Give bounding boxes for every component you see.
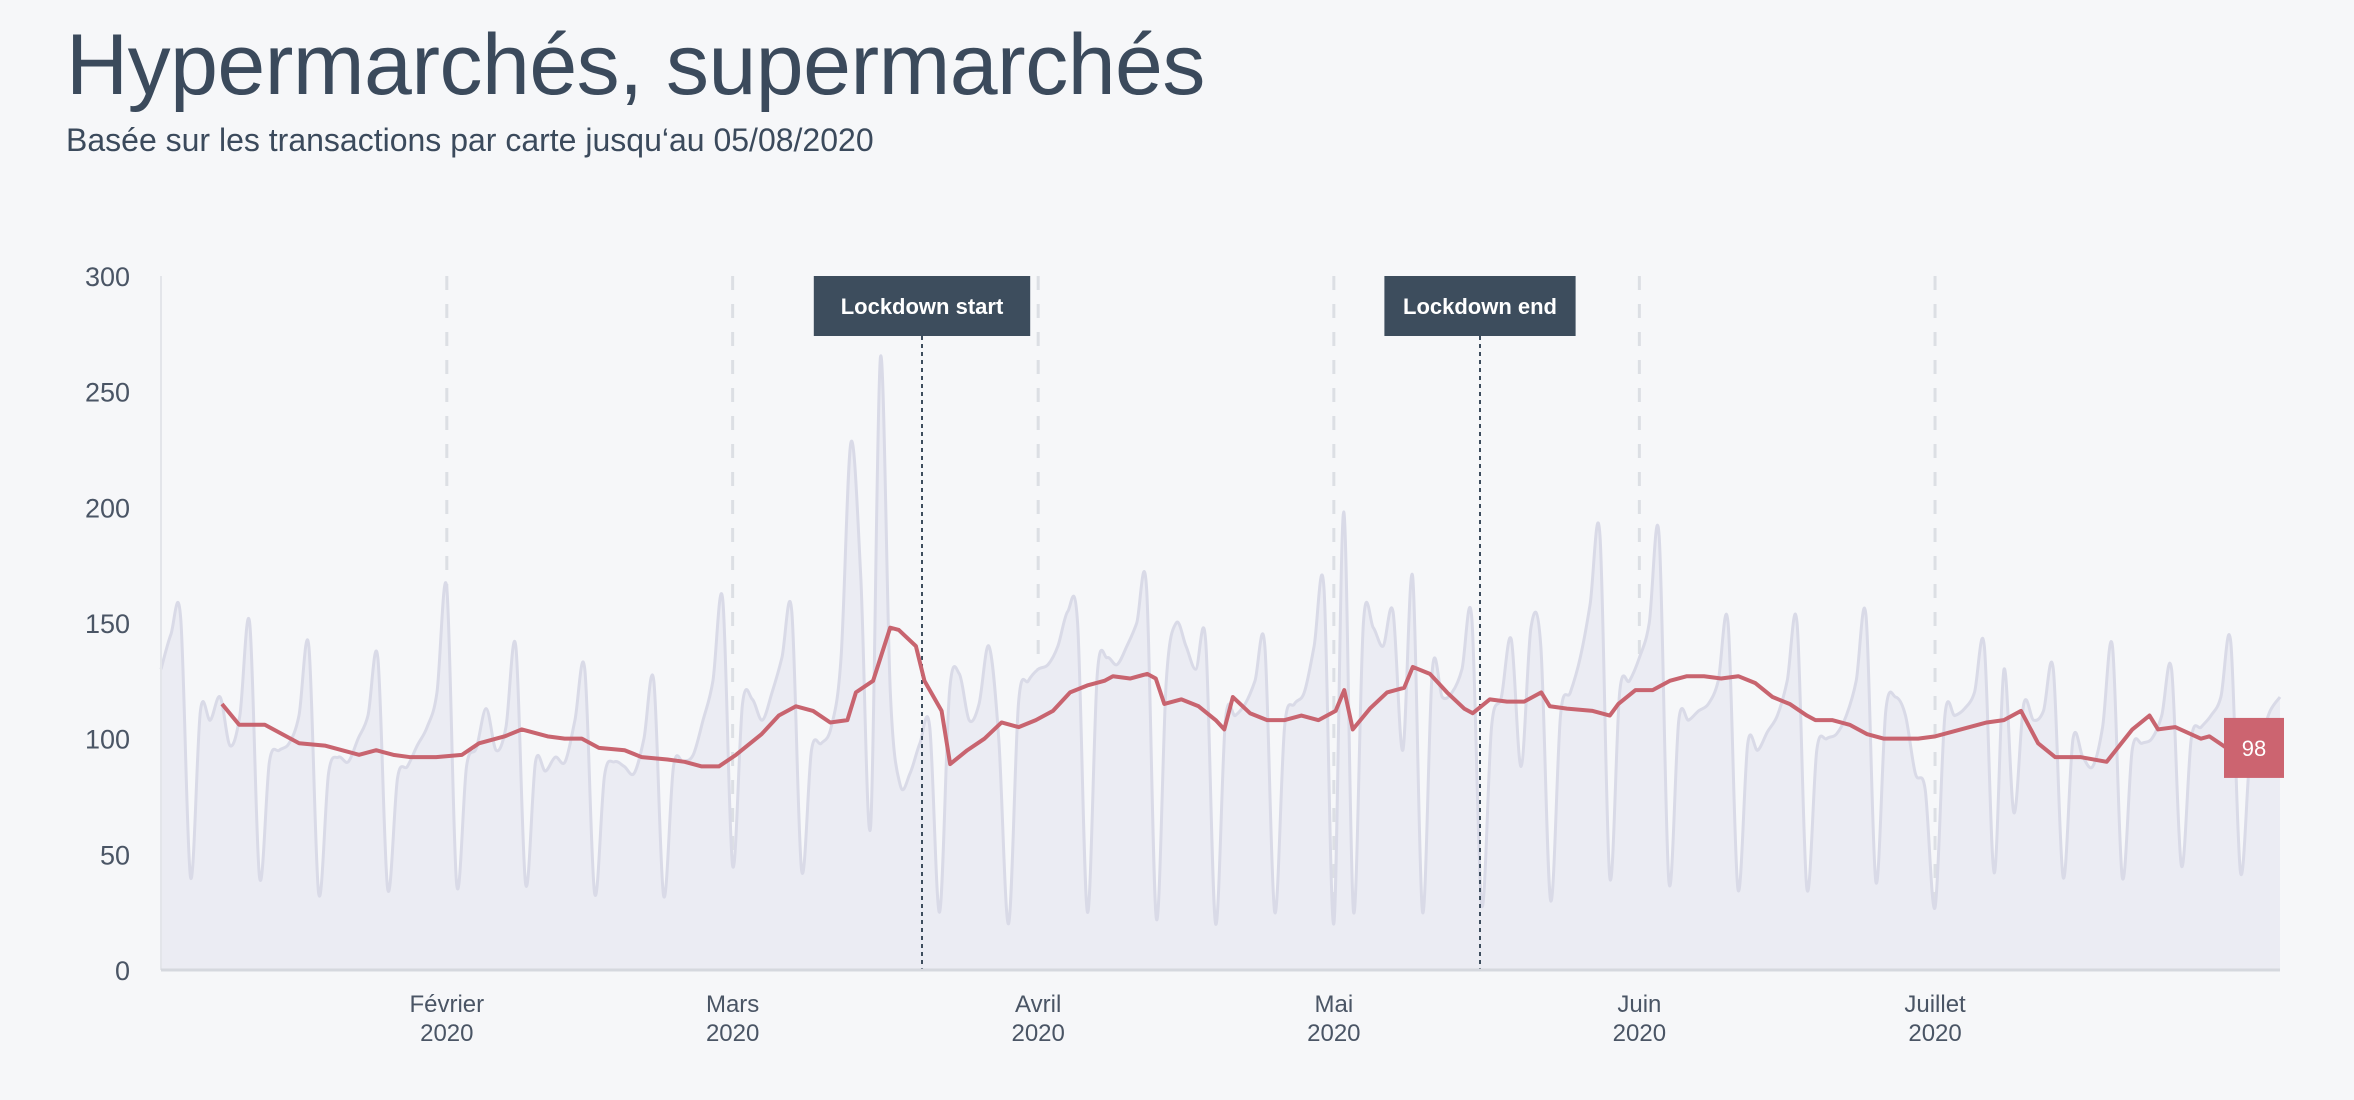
annotation-label: Lockdown end <box>1403 294 1557 319</box>
x-tick-label: Février <box>409 991 484 1018</box>
y-tick-label: 100 <box>85 725 130 755</box>
x-tick-year: 2020 <box>1307 1020 1360 1047</box>
daily-area <box>159 354 2282 970</box>
x-tick-label: Mars <box>706 991 759 1018</box>
annotation-label: Lockdown start <box>841 294 1004 319</box>
average-line-group <box>220 625 2279 769</box>
chart-subtitle: Basée sur les transactions par carte jus… <box>66 122 874 158</box>
y-tick-label: 250 <box>85 378 130 408</box>
y-tick-label: 0 <box>115 956 130 986</box>
x-tick-label: Juin <box>1617 991 1661 1018</box>
y-tick-label: 150 <box>85 609 130 639</box>
annotation-box <box>1384 276 1576 336</box>
y-tick-label: 300 <box>85 262 130 292</box>
end-value-badge <box>2224 717 2284 778</box>
y-tick-label: 200 <box>85 493 130 523</box>
x-tick-year: 2020 <box>1011 1020 1064 1047</box>
x-tick-label: Avril <box>1015 991 1061 1018</box>
x-tick-year: 2020 <box>1613 1020 1666 1047</box>
annotation-labels: Lockdown start Lockdown end 98 <box>813 276 2284 778</box>
daily-area-fill <box>161 355 2280 970</box>
x-tick-year: 2020 <box>1908 1020 1961 1047</box>
average-series-line <box>220 625 2279 769</box>
x-tick-year: 2020 <box>706 1020 759 1047</box>
daily-series-line <box>159 354 2282 926</box>
annotation-lines <box>921 336 1481 970</box>
y-tick-label: 50 <box>100 840 130 870</box>
x-tick-year: 2020 <box>420 1020 473 1047</box>
x-tick-label: Juillet <box>1904 991 1966 1018</box>
x-tick-label: Mai <box>1315 991 1354 1018</box>
annotation-box <box>813 276 1031 336</box>
end-value-label: 98 <box>2242 736 2266 761</box>
chart-title: Hypermarchés, supermarchés <box>66 17 1205 113</box>
axes: Février2020Mars2020Avril2020Mai2020Juin2… <box>85 262 2280 1047</box>
